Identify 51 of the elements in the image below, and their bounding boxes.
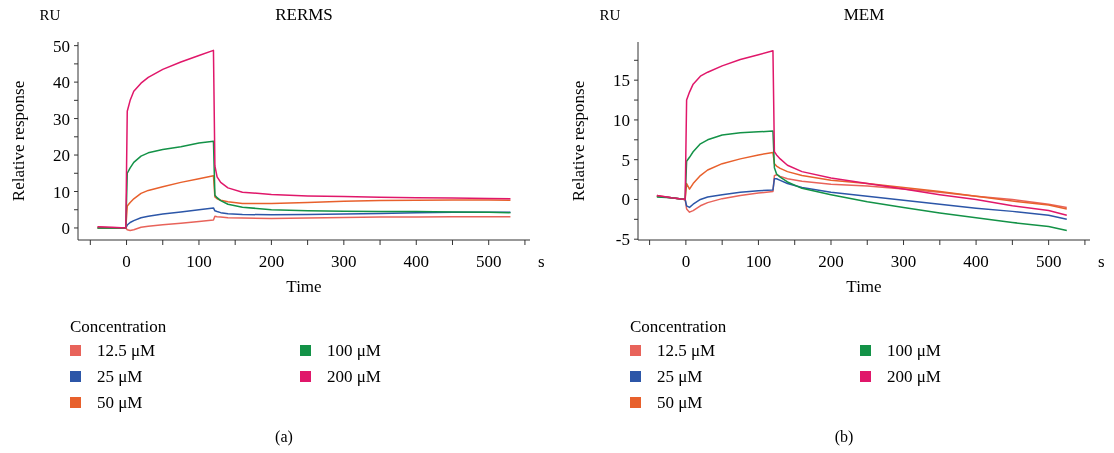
x-tick-label: 200 <box>258 252 285 271</box>
text: s <box>1098 252 1105 271</box>
legend-label: 200 μM <box>327 367 381 386</box>
y-tick-label: 10 <box>53 182 70 202</box>
y-tick-label: 5 <box>621 150 630 170</box>
text: s <box>538 252 545 271</box>
y-tick-label: 0 <box>621 190 630 210</box>
legend-label: 100 μM <box>887 341 941 360</box>
x-tick-label: 400 <box>403 252 430 271</box>
line-series <box>96 49 512 229</box>
legend-label: 25 μM <box>657 367 703 386</box>
legend-label: 12.5 μM <box>657 341 716 360</box>
text: (b) <box>834 428 854 446</box>
y-axis-title: Relative response <box>9 80 28 202</box>
line-series <box>656 130 1068 232</box>
legend-label: 50 μM <box>97 393 143 412</box>
x-tick-label: 500 <box>1035 252 1062 271</box>
legend-label: 200 μM <box>887 367 941 386</box>
text: (a) <box>275 428 293 446</box>
y-tick-label: 40 <box>53 73 70 93</box>
x-tick-label: 200 <box>818 252 844 271</box>
x-tick-label: 100 <box>745 252 772 271</box>
x-tick-label: 0 <box>681 252 691 271</box>
x-tick-label: 300 <box>890 252 917 271</box>
legend-title: Concentration <box>70 317 167 336</box>
x-tick-label: 100 <box>186 252 212 271</box>
legend-label: 50 μM <box>657 393 703 412</box>
y-tick-label: 30 <box>53 109 70 129</box>
y-tick-label: -5 <box>615 230 630 250</box>
x-axis-title: Time <box>846 277 882 296</box>
legend-title: Concentration <box>630 317 727 336</box>
y-tick-label: 15 <box>613 71 630 91</box>
x-tick-label: 300 <box>331 252 357 271</box>
legend-label: 12.5 μM <box>97 341 156 360</box>
x-tick-label: 0 <box>122 252 131 271</box>
legend-label: 25 μM <box>97 367 143 386</box>
x-tick-label: 400 <box>963 252 989 271</box>
line-series <box>96 140 512 229</box>
line-series <box>656 50 1068 217</box>
chart-title: MEM <box>843 5 885 24</box>
legend-label: 100 μM <box>327 341 381 360</box>
y-tick-label: 20 <box>53 146 70 166</box>
x-tick-label: 500 <box>475 252 502 271</box>
y-tick-label: 10 <box>613 110 630 130</box>
x-axis-title: Time <box>286 277 322 296</box>
text: RU <box>599 7 621 23</box>
y-tick-label: 50 <box>53 36 70 56</box>
y-tick-label: 0 <box>61 218 70 238</box>
chart-title: RERMS <box>275 5 333 24</box>
text: RU <box>39 7 61 23</box>
y-axis-title: Relative response <box>569 80 588 202</box>
